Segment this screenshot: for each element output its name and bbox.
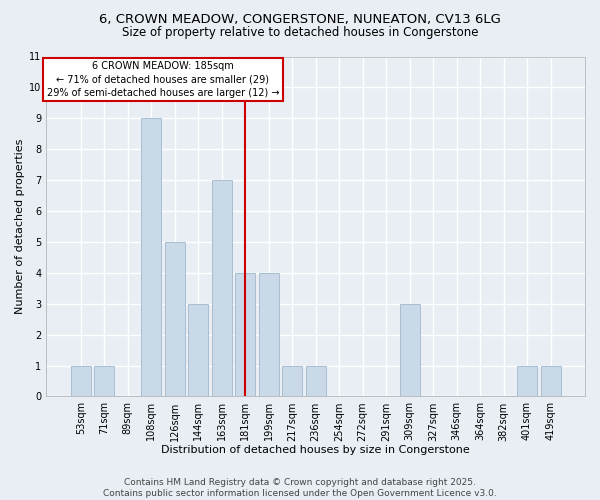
Bar xyxy=(305,366,326,396)
Bar xyxy=(71,366,91,396)
Y-axis label: Number of detached properties: Number of detached properties xyxy=(15,139,25,314)
X-axis label: Distribution of detached houses by size in Congerstone: Distribution of detached houses by size … xyxy=(161,445,470,455)
Bar xyxy=(541,366,560,396)
Text: 6, CROWN MEADOW, CONGERSTONE, NUNEATON, CV13 6LG: 6, CROWN MEADOW, CONGERSTONE, NUNEATON, … xyxy=(99,12,501,26)
Bar xyxy=(235,273,255,396)
Bar xyxy=(259,273,278,396)
Text: Contains HM Land Registry data © Crown copyright and database right 2025.
Contai: Contains HM Land Registry data © Crown c… xyxy=(103,478,497,498)
Bar xyxy=(188,304,208,396)
Bar xyxy=(212,180,232,396)
Bar xyxy=(141,118,161,396)
Bar xyxy=(282,366,302,396)
Bar xyxy=(165,242,185,396)
Bar xyxy=(94,366,114,396)
Bar xyxy=(400,304,419,396)
Bar xyxy=(517,366,537,396)
Text: 6 CROWN MEADOW: 185sqm
← 71% of detached houses are smaller (29)
29% of semi-det: 6 CROWN MEADOW: 185sqm ← 71% of detached… xyxy=(47,61,279,98)
Text: Size of property relative to detached houses in Congerstone: Size of property relative to detached ho… xyxy=(122,26,478,39)
